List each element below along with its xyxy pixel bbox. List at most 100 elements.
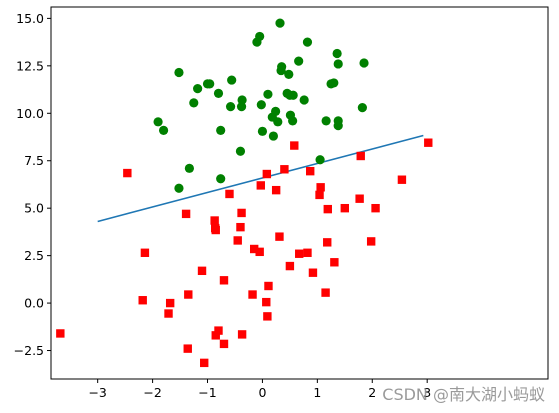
data-point-circle (235, 146, 246, 156)
x-tick-label: 0 (258, 385, 266, 400)
data-point-square (210, 216, 219, 225)
data-point-square (356, 151, 365, 161)
data-point-square (165, 298, 175, 308)
data-point-square (197, 266, 207, 276)
y-tick-label: 10.0 (16, 106, 44, 121)
data-point-circle (359, 58, 369, 68)
fit-line (97, 134, 424, 223)
data-point-square (330, 258, 339, 267)
data-point-square (249, 244, 259, 254)
data-point-square (164, 309, 173, 318)
line-layer (97, 134, 424, 223)
data-point-square (275, 232, 284, 241)
x-tick-label: −3 (88, 385, 106, 400)
data-point-square (184, 290, 193, 299)
data-point-square (237, 330, 247, 339)
y-tick-label: 5.0 (24, 201, 44, 216)
data-point-square (340, 203, 350, 213)
data-point-circle (236, 102, 247, 112)
plot-frame (50, 6, 549, 380)
data-point-square (263, 312, 272, 321)
data-point-circle (257, 126, 268, 136)
data-point-circle (158, 125, 169, 135)
data-point-square (237, 208, 246, 218)
data-point-square (397, 175, 407, 184)
data-point-circle (256, 100, 266, 110)
x-tick-label: −2 (143, 385, 161, 400)
data-point-square (248, 290, 257, 299)
data-point-circle (174, 183, 184, 193)
y-tick-label: 2.5 (24, 248, 44, 263)
y-tick-label: 12.5 (16, 58, 44, 73)
data-point-circle (275, 18, 285, 28)
data-point-circle (227, 75, 237, 85)
data-point-square (255, 247, 264, 257)
data-point-circle (329, 78, 339, 88)
data-point-square (140, 248, 150, 257)
data-point-circle (357, 102, 367, 113)
data-point-square (138, 296, 147, 305)
y-tick-label: 7.5 (24, 153, 44, 168)
data-point-square (424, 138, 433, 147)
x-tick-label: −1 (198, 385, 216, 400)
axes-frame (50, 6, 549, 380)
data-point-square (211, 331, 220, 340)
data-point-circle (202, 79, 213, 89)
data-point-square (256, 181, 265, 190)
data-point-circle (299, 95, 309, 105)
data-point-circle (294, 56, 304, 66)
data-point-circle (321, 116, 331, 126)
data-point-square (323, 238, 332, 247)
y-tick-label: −2.5 (14, 343, 44, 358)
data-point-square (183, 344, 192, 353)
data-point-circle (333, 59, 343, 69)
data-point-circle (237, 95, 247, 105)
data-point-square (225, 189, 234, 199)
data-point-square (271, 185, 281, 195)
data-point-circle (225, 102, 236, 112)
tick-layer: −3 −2 −1 0 1 2 3 −2.5 0.0 2.5 5.0 7.5 10.0 12.5 15.0 (14, 11, 432, 400)
data-point-circle (184, 163, 194, 173)
data-point-square (321, 288, 330, 297)
data-point-circle (302, 37, 313, 47)
data-point-circle (268, 131, 279, 141)
data-point-square (200, 358, 209, 368)
data-point-circle (153, 117, 163, 127)
data-point-square (211, 225, 220, 235)
data-point-square (236, 222, 245, 232)
data-point-square (366, 237, 376, 246)
data-point-square (323, 204, 332, 214)
x-tick-label: 2 (368, 385, 376, 400)
data-point-square (219, 276, 229, 285)
data-point-circle (193, 84, 203, 94)
data-point-square (181, 209, 191, 219)
data-point-circle (189, 98, 199, 108)
data-point-square (233, 236, 242, 245)
data-point-circle (315, 155, 325, 165)
data-point-circle (276, 65, 286, 76)
data-point-square (316, 183, 325, 192)
x-tick-label: 1 (313, 385, 321, 400)
data-point-circle (174, 67, 184, 78)
data-point-square (306, 166, 315, 176)
data-point-square (280, 165, 289, 174)
data-point-circle (332, 48, 342, 59)
data-point-square (56, 329, 65, 338)
data-point-square (295, 249, 304, 258)
data-point-circle (288, 116, 298, 126)
y-tick-label: 15.0 (16, 11, 44, 26)
marker-layer (56, 18, 433, 368)
data-point-circle (216, 125, 226, 135)
data-point-square (214, 326, 223, 335)
data-point-circle (216, 174, 226, 184)
data-point-square (371, 203, 380, 213)
data-point-square (219, 339, 229, 349)
watermark-text: CSDN @南大湖小蚂蚁 (382, 385, 545, 404)
data-point-square (264, 281, 273, 291)
data-point-circle (263, 89, 273, 99)
data-point-square (262, 297, 271, 307)
data-point-square (308, 268, 318, 277)
x-tick-label: 3 (423, 385, 431, 400)
data-point-circle (213, 88, 224, 98)
